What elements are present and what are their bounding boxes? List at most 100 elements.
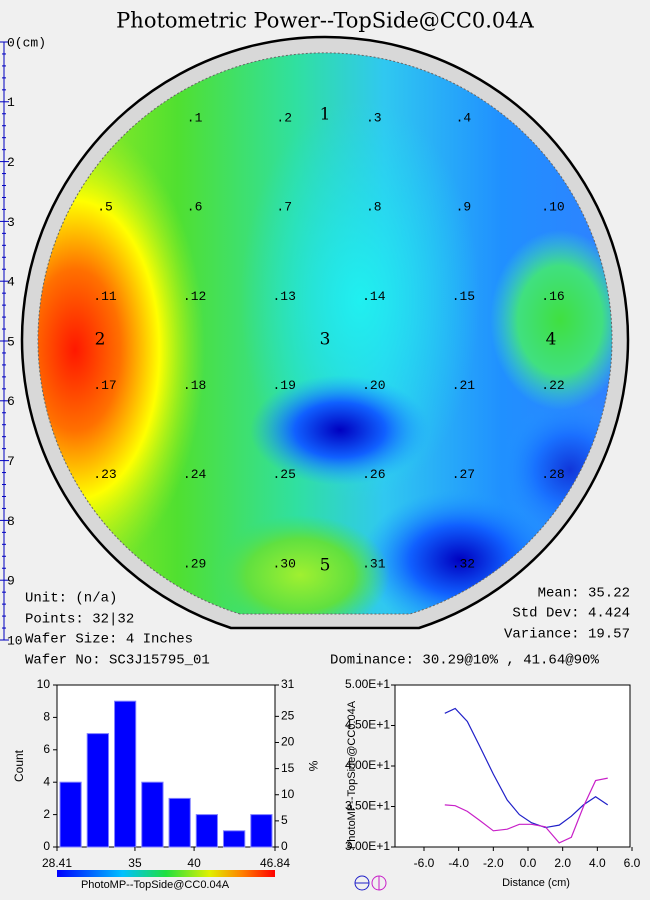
y-tick-label: 4.00E+1 [345,758,390,772]
ruler-label: 5 [7,334,15,349]
x-tick-label: 6.0 [624,856,641,870]
point-label: .13 [272,289,295,304]
info-text: Points: 32|32 [25,612,134,628]
point-label: .17 [93,378,116,393]
y-tick-label: 8 [43,710,50,724]
x-axis-label: Distance (cm) [502,877,570,889]
colorbar-label: PhotoMP--TopSide@CC0.04A [81,879,230,891]
point-label: .11 [93,289,117,304]
x-tick-label: -2.0 [483,856,504,870]
point-label: .20 [362,378,385,393]
ruler-label: 3 [7,215,15,230]
y-tick-label: 2 [43,807,50,821]
x-tick-label: 28.41 [42,856,72,870]
bottom-panel [56,684,631,891]
bar [141,781,164,848]
y2-tick-label: 15 [281,761,295,775]
y-tick-label: 10 [37,677,51,691]
y-tick-label: 4 [43,774,50,788]
zone-label: 4 [546,330,557,350]
point-label: .5 [97,200,113,215]
point-label: .21 [452,378,476,393]
y-tick-label: 4.50E+1 [345,718,390,732]
x-tick-label: 40 [187,856,201,870]
point-label: .31 [362,556,386,571]
ruler-label: 4 [7,275,15,290]
bar [59,781,82,848]
stat-text: Std Dev: 4.424 [512,606,630,622]
y-tick-label: 6 [43,742,50,756]
map-region [490,230,613,410]
map-region [250,375,430,485]
map-region [210,515,390,614]
point-label: .19 [272,378,295,393]
x-tick-label: 2.0 [554,856,571,870]
point-label: .25 [272,467,295,482]
zone-label: 3 [320,330,331,350]
point-label: .15 [452,289,475,304]
ruler-label: 7 [7,454,15,469]
point-label: .2 [276,110,292,125]
ruler-label: 2 [7,155,15,170]
y-tick-label: 3.00E+1 [345,839,390,853]
y-tick-label: 0 [43,839,50,853]
wafer-edge [37,52,613,615]
stat-text: Mean: 35.22 [538,586,630,602]
zone-label: 2 [95,330,106,350]
point-label: .6 [187,200,203,215]
bar [250,814,273,848]
info-text: Unit: (n/a) [25,591,117,607]
info-text: Wafer Size: 4 Inches [25,632,193,648]
point-label: .10 [541,200,564,215]
point-label: .4 [456,110,472,125]
bar [168,797,191,848]
ruler-label: 0(cm) [7,35,46,50]
point-label: .12 [183,289,206,304]
point-label: .8 [366,200,382,215]
y2-tick-label: 20 [281,735,295,749]
y-axis-label: PhotoMP--TopSide@CC0.04A [346,700,358,849]
ruler-label: 10 [7,633,23,648]
series-line [444,707,609,829]
bar [114,700,137,848]
ruler-label: 1 [7,95,15,110]
bar [222,830,246,848]
info-text: Wafer No: SC3J15795_01 [25,653,210,669]
y2-tick-label: 25 [281,709,295,723]
y2-tick-label: 0 [281,839,288,853]
point-label: .22 [541,378,564,393]
x-tick-label: 35 [128,856,142,870]
point-label: .1 [187,110,203,125]
map-region [38,120,205,580]
point-label: .26 [362,467,385,482]
point-label: .3 [366,110,382,125]
y-axis-label: Count [12,749,26,782]
y-tick-label: 5.00E+1 [345,677,390,691]
point-label: .29 [183,556,206,571]
x-tick-label: 46.84 [260,856,290,870]
point-label: .27 [452,467,475,482]
zone-label: 5 [320,556,331,576]
ruler-label: 6 [7,394,15,409]
y2-axis-label: % [306,761,320,772]
point-label: .32 [452,556,475,571]
title: Photometric Power--TopSide@CC0.04A [116,9,534,33]
point-label: .16 [541,289,564,304]
x-tick-label: 0.0 [520,856,537,870]
zone-label: 1 [320,105,331,125]
bar [86,733,110,848]
line-frame [394,684,631,848]
point-label: .18 [183,378,206,393]
x-tick-label: -6.0 [414,856,435,870]
y-tick-label: 3.50E+1 [345,799,390,813]
stat-text: Variance: 19.57 [504,627,630,643]
point-label: .28 [541,467,564,482]
ruler-label: 9 [7,574,15,589]
y2-tick-label: 31 [281,677,295,691]
ruler-label: 8 [7,514,15,529]
point-label: .7 [276,200,292,215]
point-label: .14 [362,289,386,304]
series-line [444,777,608,844]
bar [195,814,218,848]
